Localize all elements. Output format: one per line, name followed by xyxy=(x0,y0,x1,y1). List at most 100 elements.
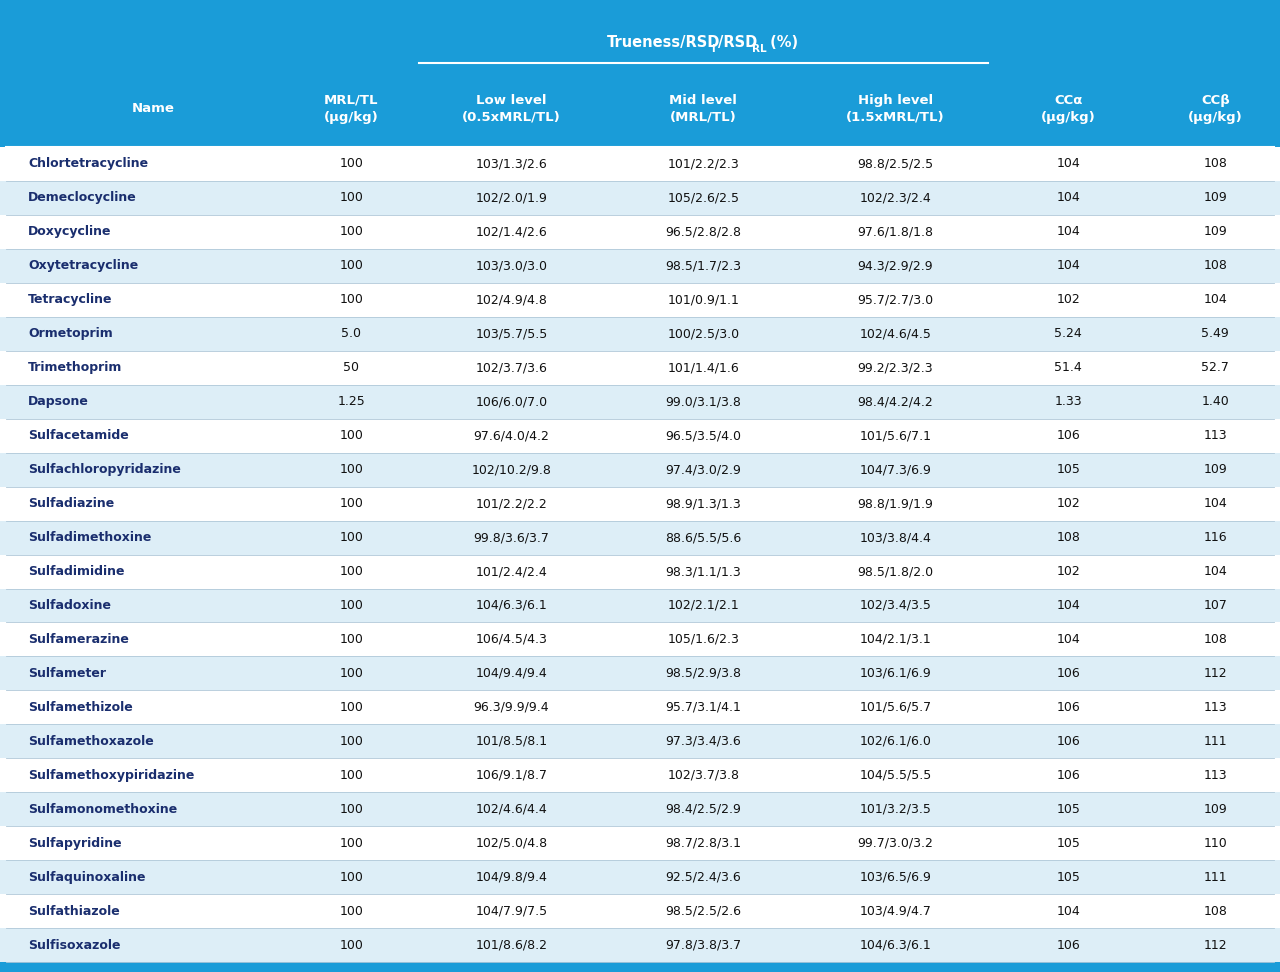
Text: 102/4.9/4.8: 102/4.9/4.8 xyxy=(475,294,548,306)
Text: High level
(1.5xMRL/TL): High level (1.5xMRL/TL) xyxy=(846,94,945,123)
Text: Tetracycline: Tetracycline xyxy=(28,294,113,306)
Text: 101/5.6/5.7: 101/5.6/5.7 xyxy=(859,701,932,713)
Text: 96.5/2.8/2.8: 96.5/2.8/2.8 xyxy=(666,226,741,238)
Text: 116: 116 xyxy=(1203,531,1228,544)
Text: Doxycycline: Doxycycline xyxy=(28,226,111,238)
Text: 95.7/3.1/4.1: 95.7/3.1/4.1 xyxy=(666,701,741,713)
Text: 100: 100 xyxy=(339,735,364,747)
Bar xyxy=(0,758,1280,792)
Text: Sulfamerazine: Sulfamerazine xyxy=(28,633,129,646)
Text: Sulfacetamide: Sulfacetamide xyxy=(28,429,129,442)
Text: 104: 104 xyxy=(1056,633,1080,646)
Bar xyxy=(0,928,1280,962)
Text: 104: 104 xyxy=(1056,226,1080,238)
Text: 102/2.1/2.1: 102/2.1/2.1 xyxy=(667,599,740,612)
Text: 100: 100 xyxy=(339,837,364,850)
Text: Sulfamonomethoxine: Sulfamonomethoxine xyxy=(28,803,178,816)
Bar xyxy=(0,860,1280,894)
Text: i: i xyxy=(712,44,714,53)
Text: 52.7: 52.7 xyxy=(1202,362,1229,374)
Text: 100: 100 xyxy=(339,905,364,918)
Text: 100: 100 xyxy=(339,871,364,884)
Bar xyxy=(0,317,1280,351)
Text: 98.5/1.7/2.3: 98.5/1.7/2.3 xyxy=(666,260,741,272)
Bar xyxy=(0,385,1280,419)
Text: 97.6/1.8/1.8: 97.6/1.8/1.8 xyxy=(858,226,933,238)
Text: 1.33: 1.33 xyxy=(1055,396,1082,408)
Text: 98.5/2.5/2.6: 98.5/2.5/2.6 xyxy=(666,905,741,918)
Text: 5.24: 5.24 xyxy=(1055,328,1082,340)
Text: Demeclocycline: Demeclocycline xyxy=(28,191,137,204)
Text: Chlortetracycline: Chlortetracycline xyxy=(28,157,148,170)
Text: 101/2.4/2.4: 101/2.4/2.4 xyxy=(475,565,548,578)
Text: 101/8.5/8.1: 101/8.5/8.1 xyxy=(475,735,548,747)
Text: 104: 104 xyxy=(1056,599,1080,612)
Text: 112: 112 xyxy=(1203,667,1228,680)
Bar xyxy=(0,351,1280,385)
Text: 98.8/2.5/2.5: 98.8/2.5/2.5 xyxy=(858,157,933,170)
Text: Ormetoprim: Ormetoprim xyxy=(28,328,113,340)
Text: 100: 100 xyxy=(339,803,364,816)
Text: 104: 104 xyxy=(1203,497,1228,510)
Text: Sulfapyridine: Sulfapyridine xyxy=(28,837,122,850)
Text: 113: 113 xyxy=(1203,429,1228,442)
Text: Low level
(0.5xMRL/TL): Low level (0.5xMRL/TL) xyxy=(462,94,561,123)
Text: 102/3.7/3.6: 102/3.7/3.6 xyxy=(475,362,548,374)
Text: 96.3/9.9/9.4: 96.3/9.9/9.4 xyxy=(474,701,549,713)
Text: 107: 107 xyxy=(1203,599,1228,612)
Text: 101/1.4/1.6: 101/1.4/1.6 xyxy=(667,362,740,374)
Text: 100: 100 xyxy=(339,633,364,646)
Text: 108: 108 xyxy=(1203,633,1228,646)
Text: 98.5/2.9/3.8: 98.5/2.9/3.8 xyxy=(666,667,741,680)
Text: 96.5/3.5/4.0: 96.5/3.5/4.0 xyxy=(666,429,741,442)
Bar xyxy=(0,826,1280,860)
Bar xyxy=(0,622,1280,656)
Text: Sulfamethoxazole: Sulfamethoxazole xyxy=(28,735,154,747)
Text: 100: 100 xyxy=(339,463,364,476)
Text: Sulfadiazine: Sulfadiazine xyxy=(28,497,114,510)
Text: Sulfameter: Sulfameter xyxy=(28,667,106,680)
Bar xyxy=(0,792,1280,826)
Text: 104: 104 xyxy=(1056,157,1080,170)
Text: 112: 112 xyxy=(1203,939,1228,952)
Text: 100: 100 xyxy=(339,260,364,272)
Text: 111: 111 xyxy=(1203,735,1228,747)
Text: 104/7.3/6.9: 104/7.3/6.9 xyxy=(859,463,932,476)
Text: 50: 50 xyxy=(343,362,360,374)
Text: Trueness/RSD: Trueness/RSD xyxy=(607,35,721,51)
Bar xyxy=(0,894,1280,928)
Bar xyxy=(0,147,1280,181)
Text: 100: 100 xyxy=(339,294,364,306)
Text: 94.3/2.9/2.9: 94.3/2.9/2.9 xyxy=(858,260,933,272)
Text: Sulfamethoxypiridazine: Sulfamethoxypiridazine xyxy=(28,769,195,781)
Text: 100: 100 xyxy=(339,429,364,442)
Text: 102: 102 xyxy=(1056,565,1080,578)
Bar xyxy=(0,215,1280,249)
Text: 51.4: 51.4 xyxy=(1055,362,1082,374)
Text: 110: 110 xyxy=(1203,837,1228,850)
Text: 109: 109 xyxy=(1203,226,1228,238)
Text: Mid level
(MRL/TL): Mid level (MRL/TL) xyxy=(669,94,737,123)
Text: CCβ
(µg/kg): CCβ (µg/kg) xyxy=(1188,94,1243,123)
Text: 101/3.2/3.5: 101/3.2/3.5 xyxy=(859,803,932,816)
Text: 103/6.5/6.9: 103/6.5/6.9 xyxy=(859,871,932,884)
Text: 104: 104 xyxy=(1056,191,1080,204)
Text: 100: 100 xyxy=(339,769,364,781)
Text: 1.40: 1.40 xyxy=(1202,396,1229,408)
Text: 103/3.0/3.0: 103/3.0/3.0 xyxy=(475,260,548,272)
Text: 109: 109 xyxy=(1203,191,1228,204)
Text: 104: 104 xyxy=(1203,294,1228,306)
Text: 101/2.2/2.2: 101/2.2/2.2 xyxy=(475,497,548,510)
Text: 100: 100 xyxy=(339,497,364,510)
Text: 106/4.5/4.3: 106/4.5/4.3 xyxy=(475,633,548,646)
Text: 101/2.2/2.3: 101/2.2/2.3 xyxy=(667,157,740,170)
Text: (%): (%) xyxy=(765,35,799,51)
Text: 100: 100 xyxy=(339,667,364,680)
Bar xyxy=(0,181,1280,215)
Text: 100: 100 xyxy=(339,939,364,952)
Text: 99.0/3.1/3.8: 99.0/3.1/3.8 xyxy=(666,396,741,408)
Text: 101/0.9/1.1: 101/0.9/1.1 xyxy=(667,294,740,306)
Bar xyxy=(0,419,1280,453)
Text: 100: 100 xyxy=(339,157,364,170)
Text: Name: Name xyxy=(132,102,174,116)
